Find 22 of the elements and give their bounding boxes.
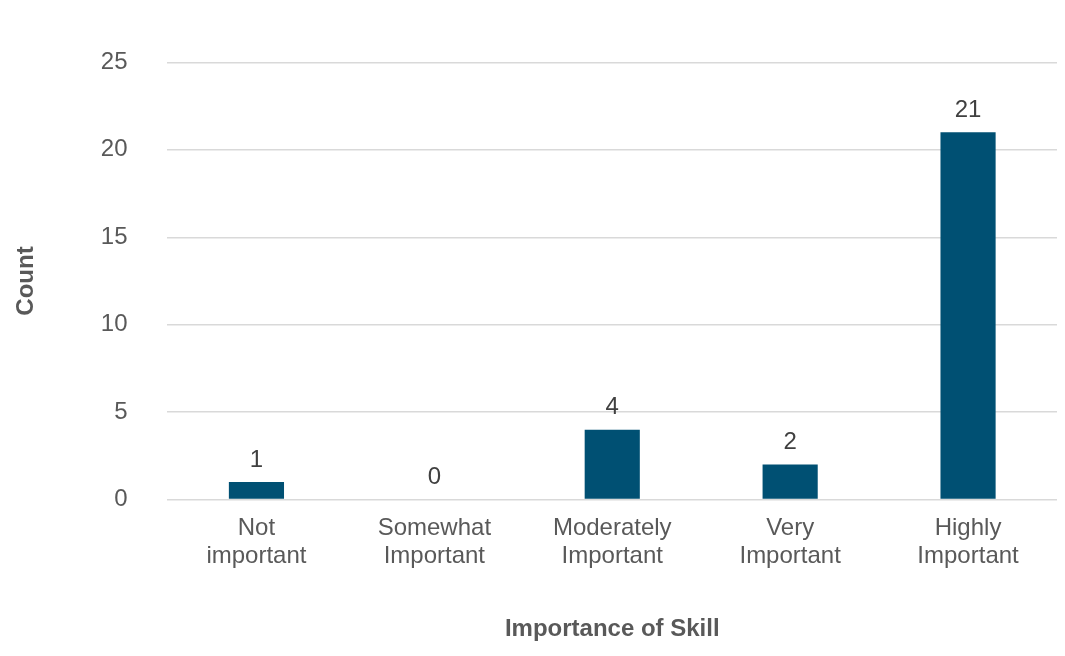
data-label: 2 — [783, 427, 797, 455]
x-tick-label: Moderately Important — [552, 512, 672, 569]
y-tick-label: 0 — [114, 484, 128, 512]
data-label: 21 — [954, 94, 982, 122]
x-axis-title: Importance of Skill — [504, 614, 720, 642]
y-tick-label: 20 — [100, 134, 128, 162]
x-tick-label: Somewhat Important — [377, 512, 492, 569]
x-tick-label: Very Important — [739, 512, 842, 569]
y-tick-label: 25 — [100, 47, 128, 75]
data-label: 1 — [249, 444, 264, 472]
y-axis-title: Count — [11, 246, 39, 316]
y-tick-label: 15 — [100, 221, 128, 249]
data-label: 0 — [427, 462, 442, 490]
bar — [940, 132, 996, 499]
bar — [228, 482, 285, 499]
y-tick-label: 5 — [114, 396, 128, 424]
bar — [762, 464, 818, 499]
y-tick-label: 10 — [100, 309, 128, 337]
data-label: 4 — [605, 392, 619, 420]
x-tick-label: Highly Important — [917, 512, 1020, 569]
x-tick-label: Not important — [206, 512, 307, 569]
bar — [584, 429, 640, 499]
